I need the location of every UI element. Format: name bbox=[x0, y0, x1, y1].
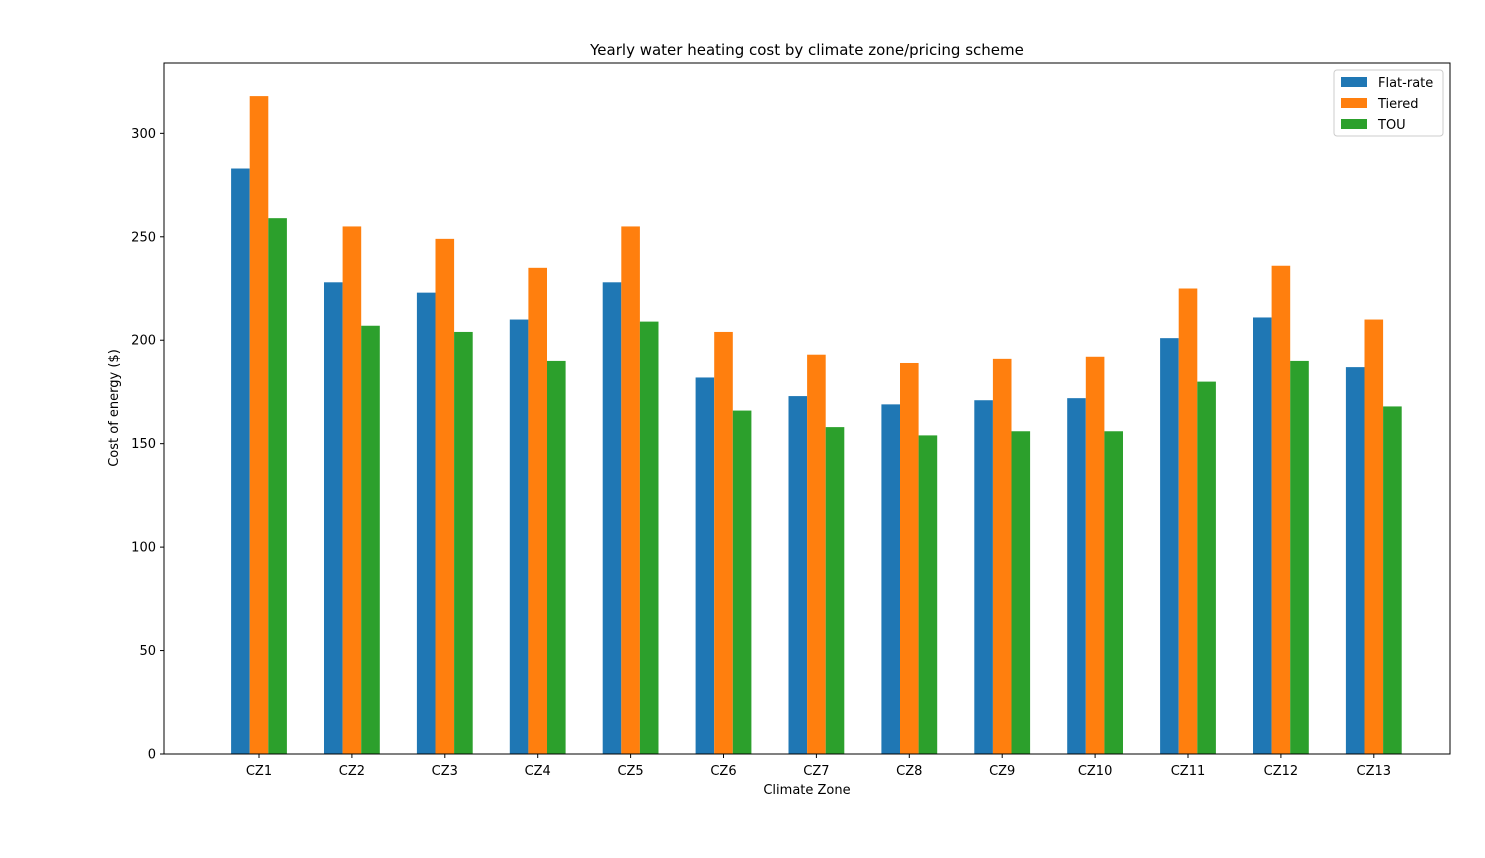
y-tick-label: 150 bbox=[131, 437, 156, 452]
bar-tiered-cz4 bbox=[528, 267, 547, 754]
plot-frame bbox=[163, 62, 1451, 755]
bar-flat-rate-cz9 bbox=[974, 400, 993, 754]
bar-tou-cz1 bbox=[268, 218, 287, 754]
bar-flat-rate-cz2 bbox=[324, 282, 343, 754]
legend-label: Flat-rate bbox=[1378, 76, 1433, 91]
legend-label: Tiered bbox=[1377, 97, 1418, 112]
y-axis-label: Cost of energy ($) bbox=[107, 349, 122, 467]
bar-flat-rate-cz12 bbox=[1253, 317, 1272, 754]
bar-tou-cz5 bbox=[639, 321, 659, 754]
x-tick-label: CZ1 bbox=[246, 764, 272, 779]
y-tick-label: 100 bbox=[131, 541, 156, 556]
bar-flat-rate-cz10 bbox=[1067, 398, 1086, 754]
legend: Flat-rate Tiered TOU bbox=[1333, 69, 1444, 137]
x-tick-label: CZ6 bbox=[710, 764, 736, 779]
bar-tiered-cz1 bbox=[249, 96, 269, 754]
x-tick-label: CZ9 bbox=[989, 764, 1015, 779]
x-axis-label: Climate Zone bbox=[763, 783, 850, 798]
chart-title: Yearly water heating cost by climate zon… bbox=[589, 41, 1024, 59]
legend-label: TOU bbox=[1377, 118, 1406, 133]
x-tick-label: CZ8 bbox=[896, 764, 922, 779]
bar-tou-cz11 bbox=[1197, 381, 1216, 754]
y-tick-label: 200 bbox=[131, 334, 156, 349]
bar-tiered-cz13 bbox=[1364, 319, 1384, 754]
bar-tou-cz8 bbox=[918, 435, 938, 754]
bar-tou-cz2 bbox=[361, 325, 380, 754]
y-tick-label: 0 bbox=[148, 748, 156, 763]
x-tick-label: CZ12 bbox=[1264, 764, 1299, 779]
bar-flat-rate-cz13 bbox=[1345, 367, 1365, 754]
bar-tiered-cz6 bbox=[714, 331, 733, 754]
bar-tou-cz12 bbox=[1290, 360, 1309, 754]
legend-swatch-tou bbox=[1341, 119, 1367, 129]
x-tick-label: CZ11 bbox=[1171, 764, 1206, 779]
y-tick-label: 50 bbox=[139, 644, 156, 659]
bar-flat-rate-cz1 bbox=[231, 168, 250, 755]
x-tick-label: CZ7 bbox=[803, 764, 829, 779]
legend-swatch-flat-rate bbox=[1341, 77, 1367, 87]
bar-tiered-cz3 bbox=[435, 238, 455, 755]
bar-flat-rate-cz8 bbox=[881, 404, 900, 754]
bar-flat-rate-cz6 bbox=[695, 377, 715, 754]
bar-tou-cz10 bbox=[1104, 431, 1123, 754]
bar-tou-cz9 bbox=[1011, 431, 1031, 754]
bar-tiered-cz9 bbox=[992, 358, 1012, 754]
bar-tiered-cz2 bbox=[342, 226, 362, 754]
bar-flat-rate-cz7 bbox=[788, 396, 808, 754]
x-tick-label: CZ10 bbox=[1078, 764, 1113, 779]
bars-layer bbox=[231, 96, 1402, 755]
bar-tiered-cz11 bbox=[1178, 288, 1198, 754]
bar-flat-rate-cz3 bbox=[416, 292, 436, 754]
x-tick-label: CZ4 bbox=[525, 764, 551, 779]
bar-tiered-cz8 bbox=[900, 362, 919, 754]
y-tick-label: 250 bbox=[131, 230, 156, 245]
x-tick-label: CZ5 bbox=[617, 764, 643, 779]
x-axis: CZ1 CZ2 CZ3 CZ4 CZ5 CZ6 CZ7 CZ8 CZ9 CZ10 CZ11 CZ12 C… bbox=[246, 754, 1391, 779]
bar-tiered-cz7 bbox=[807, 354, 826, 754]
x-tick-label: CZ13 bbox=[1357, 764, 1392, 779]
bar-tou-cz13 bbox=[1383, 406, 1402, 754]
bar-flat-rate-cz5 bbox=[602, 282, 622, 754]
x-tick-label: CZ3 bbox=[432, 764, 458, 779]
bar-tiered-cz10 bbox=[1085, 356, 1105, 754]
bar-tou-cz7 bbox=[825, 427, 845, 754]
bar-tou-cz6 bbox=[732, 410, 752, 754]
y-axis: 0 50 100 150 200 250 300 bbox=[131, 127, 164, 763]
legend-swatch-tiered bbox=[1341, 98, 1367, 108]
bar-tiered-cz5 bbox=[621, 226, 640, 754]
bar-tiered-cz12 bbox=[1271, 265, 1291, 754]
bar-flat-rate-cz4 bbox=[509, 319, 529, 754]
y-tick-label: 300 bbox=[131, 127, 156, 142]
bar-tou-cz3 bbox=[454, 331, 473, 754]
bar-flat-rate-cz11 bbox=[1160, 338, 1179, 754]
bar-tou-cz4 bbox=[547, 360, 566, 754]
x-tick-label: CZ2 bbox=[339, 764, 365, 779]
